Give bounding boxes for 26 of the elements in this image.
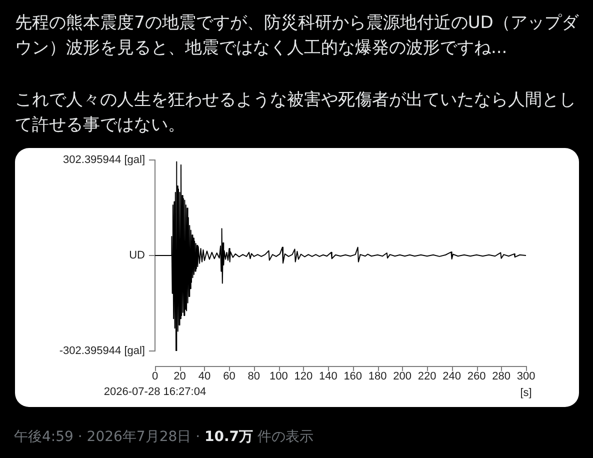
text: 件の表示 [258,429,314,445]
x-tick-label: 60 [223,370,236,383]
x-tick-label: 300 [516,370,536,383]
x-tick-label: 160 [344,370,362,383]
y-tick-label: 302.395944 [gal] [63,154,145,166]
chart-subtitle: これで人々の人生を狂わせるような被害や死傷者が出ていたなら人間として許せる事ではない。 [15,89,577,137]
x-tick-label: 100 [269,370,288,383]
text: 2026-07-28 16:27:04 [104,386,206,398]
text: 10.7万 [204,429,254,445]
x-tick-label: 0 [152,370,158,383]
x-tick-label: 260 [467,370,486,383]
x-tick-label: 200 [393,370,412,383]
x-tick-label: 240 [442,370,461,383]
x-tick-label: 20 [174,370,186,383]
y-tick-label: UD [129,250,146,262]
x-tick-label: 120 [294,370,313,383]
x-tick-label: 280 [492,370,510,383]
x-tick-label: 40 [198,370,211,383]
text: 午後4:59 · 2026年7月28日 · [14,429,200,445]
x-tick-label: 140 [318,370,338,383]
y-tick-label: -302.395944 [gal] [59,345,145,358]
x-axis-title: [s] [520,387,532,400]
chart-title: 先程の熊本震度7の地震ですが、防災科研から震源地付近のUD（アップダウン）波形を見ると、地震ではなく人工的な爆発の波形ですね... [15,12,580,60]
x-tick-label: 180 [368,370,387,383]
x-tick-label: 80 [248,370,260,383]
x-tick-label: 220 [418,370,436,383]
